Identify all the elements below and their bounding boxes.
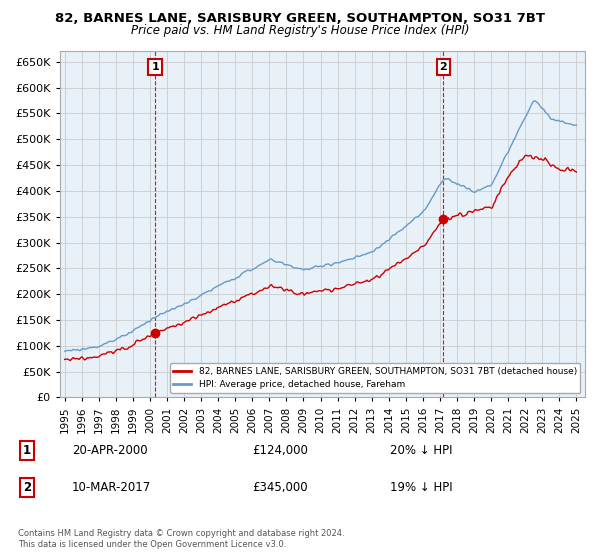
- Legend: 82, BARNES LANE, SARISBURY GREEN, SOUTHAMPTON, SO31 7BT (detached house), HPI: A: 82, BARNES LANE, SARISBURY GREEN, SOUTHA…: [170, 363, 580, 393]
- Text: Price paid vs. HM Land Registry's House Price Index (HPI): Price paid vs. HM Land Registry's House …: [131, 24, 469, 37]
- Text: 2: 2: [23, 480, 31, 494]
- Text: 1: 1: [23, 444, 31, 458]
- Text: 82, BARNES LANE, SARISBURY GREEN, SOUTHAMPTON, SO31 7BT: 82, BARNES LANE, SARISBURY GREEN, SOUTHA…: [55, 12, 545, 25]
- Text: £124,000: £124,000: [252, 444, 308, 458]
- Text: 2: 2: [440, 62, 447, 72]
- Text: 20-APR-2000: 20-APR-2000: [72, 444, 148, 458]
- Text: £345,000: £345,000: [252, 480, 308, 494]
- Text: 1: 1: [151, 62, 159, 72]
- Text: 10-MAR-2017: 10-MAR-2017: [72, 480, 151, 494]
- Text: 20% ↓ HPI: 20% ↓ HPI: [390, 444, 452, 458]
- Text: 19% ↓ HPI: 19% ↓ HPI: [390, 480, 452, 494]
- Text: Contains HM Land Registry data © Crown copyright and database right 2024.
This d: Contains HM Land Registry data © Crown c…: [18, 529, 344, 549]
